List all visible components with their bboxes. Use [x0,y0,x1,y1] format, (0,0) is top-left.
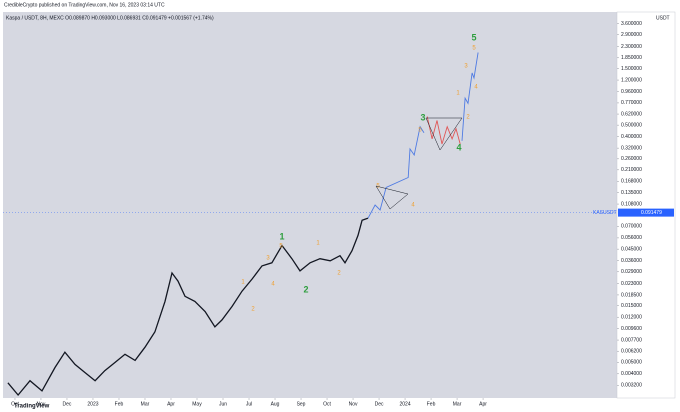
y-tick-label: 2.300000 [621,44,642,50]
wave-label: 3 [464,64,468,70]
wave-label: 1 [456,91,460,97]
price-line [461,52,479,141]
last-price-symbol: KASUSDT [593,210,617,216]
y-tick-label: 0.018500 [621,292,642,298]
x-tick-label: Sep [297,401,306,407]
wave-label: 5 [418,128,422,134]
pattern-outline [375,185,409,210]
currency: USDT [656,15,670,21]
y-tick-label: 1.850000 [621,55,642,61]
wave-label: 2 [303,284,308,294]
wave-label: 3 [420,112,425,122]
wave-label: 2 [466,115,470,121]
wave-label: 1 [279,231,284,241]
wave-label: 1 [316,241,320,247]
wave-label: 4 [474,85,478,91]
y-tick-label: 3.600000 [621,21,642,27]
x-tick-label: Dec [375,401,384,407]
y-tick-label: 0.006200 [621,349,642,355]
x-tick-label: Mar [141,401,150,407]
y-tick-label: 0.070000 [621,224,642,230]
price-line [7,217,369,397]
x-tick-label: Apr [479,401,487,407]
wave-label: 5 [472,46,476,52]
x-tick-label: Nov [349,401,358,407]
plot-area [3,12,617,398]
x-tick-label: Jun [219,401,227,407]
x-tick-label: Oct [11,401,19,407]
y-tick-label: 0.005000 [621,360,642,366]
x-tick-label: Nov [37,401,46,407]
wave-label: 5 [279,244,283,250]
price-axis [616,11,676,399]
x-tick-label: Jul [246,401,252,407]
last-price-box [618,208,674,217]
wave-label: 2 [337,271,341,277]
y-tick-label: 0.003200 [621,383,642,389]
y-tick-label: 0.012000 [621,315,642,321]
wave-label: 2 [251,307,255,313]
y-tick-label: 0.023000 [621,281,642,287]
footer-logo: TradingView [14,404,50,410]
y-tick-label: 0.500000 [621,122,642,128]
y-tick-label: 0.168000 [621,179,642,185]
x-tick-label: Apr [167,401,175,407]
y-tick-label: 0.108000 [621,201,642,207]
x-tick-label: Feb [427,401,436,407]
y-tick-label: 0.056000 [621,235,642,241]
y-tick-label: 0.007700 [621,337,642,343]
x-tick-label: Oct [323,401,331,407]
y-tick-label: 0.320000 [621,145,642,151]
y-tick-label: 0.400000 [621,134,642,140]
x-tick-label: 2023 [87,401,98,407]
wave-label: 4 [271,282,275,288]
y-tick-label: 0.620000 [621,111,642,117]
x-tick-label: Feb [115,401,124,407]
y-tick-label: 0.029000 [621,269,642,275]
price-line [426,116,461,145]
y-tick-label: 0.045000 [621,246,642,252]
y-tick-label: 0.210000 [621,167,642,173]
y-tick-label: 0.260000 [621,156,642,162]
y-tick-label: 1.500000 [621,66,642,72]
y-tick-label: 0.015000 [621,303,642,309]
last-price-value: 0.091479 [641,210,662,216]
x-tick-label: May [192,401,202,407]
x-tick-label: Dec [63,401,72,407]
wave-label: 4 [411,203,415,209]
x-tick-label: 2024 [399,401,410,407]
y-tick-label: 0.770000 [621,100,642,106]
header: CredibleCrypto published on TradingView.… [4,2,165,8]
wave-label: 5 [471,32,476,42]
y-tick-label: 1.200000 [621,77,642,83]
x-tick-label: Mar [453,401,462,407]
price-line [367,125,425,219]
y-tick-label: 2.900000 [621,32,642,38]
y-tick-label: 0.036000 [621,258,642,264]
y-tick-label: 0.960000 [621,89,642,95]
wave-label: 1 [241,280,245,286]
wave-label: 4 [456,142,461,152]
x-tick-label: Aug [271,401,280,407]
wave-label: 3 [266,256,270,262]
pattern-outline [425,117,463,151]
y-tick-label: 0.004000 [621,371,642,377]
symbol-line: Kaspa / USDT, 8H, MEXC O0.089870 H0.0930… [6,15,214,21]
y-tick-label: 0.135000 [621,190,642,196]
y-tick-label: 0.009600 [621,326,642,332]
